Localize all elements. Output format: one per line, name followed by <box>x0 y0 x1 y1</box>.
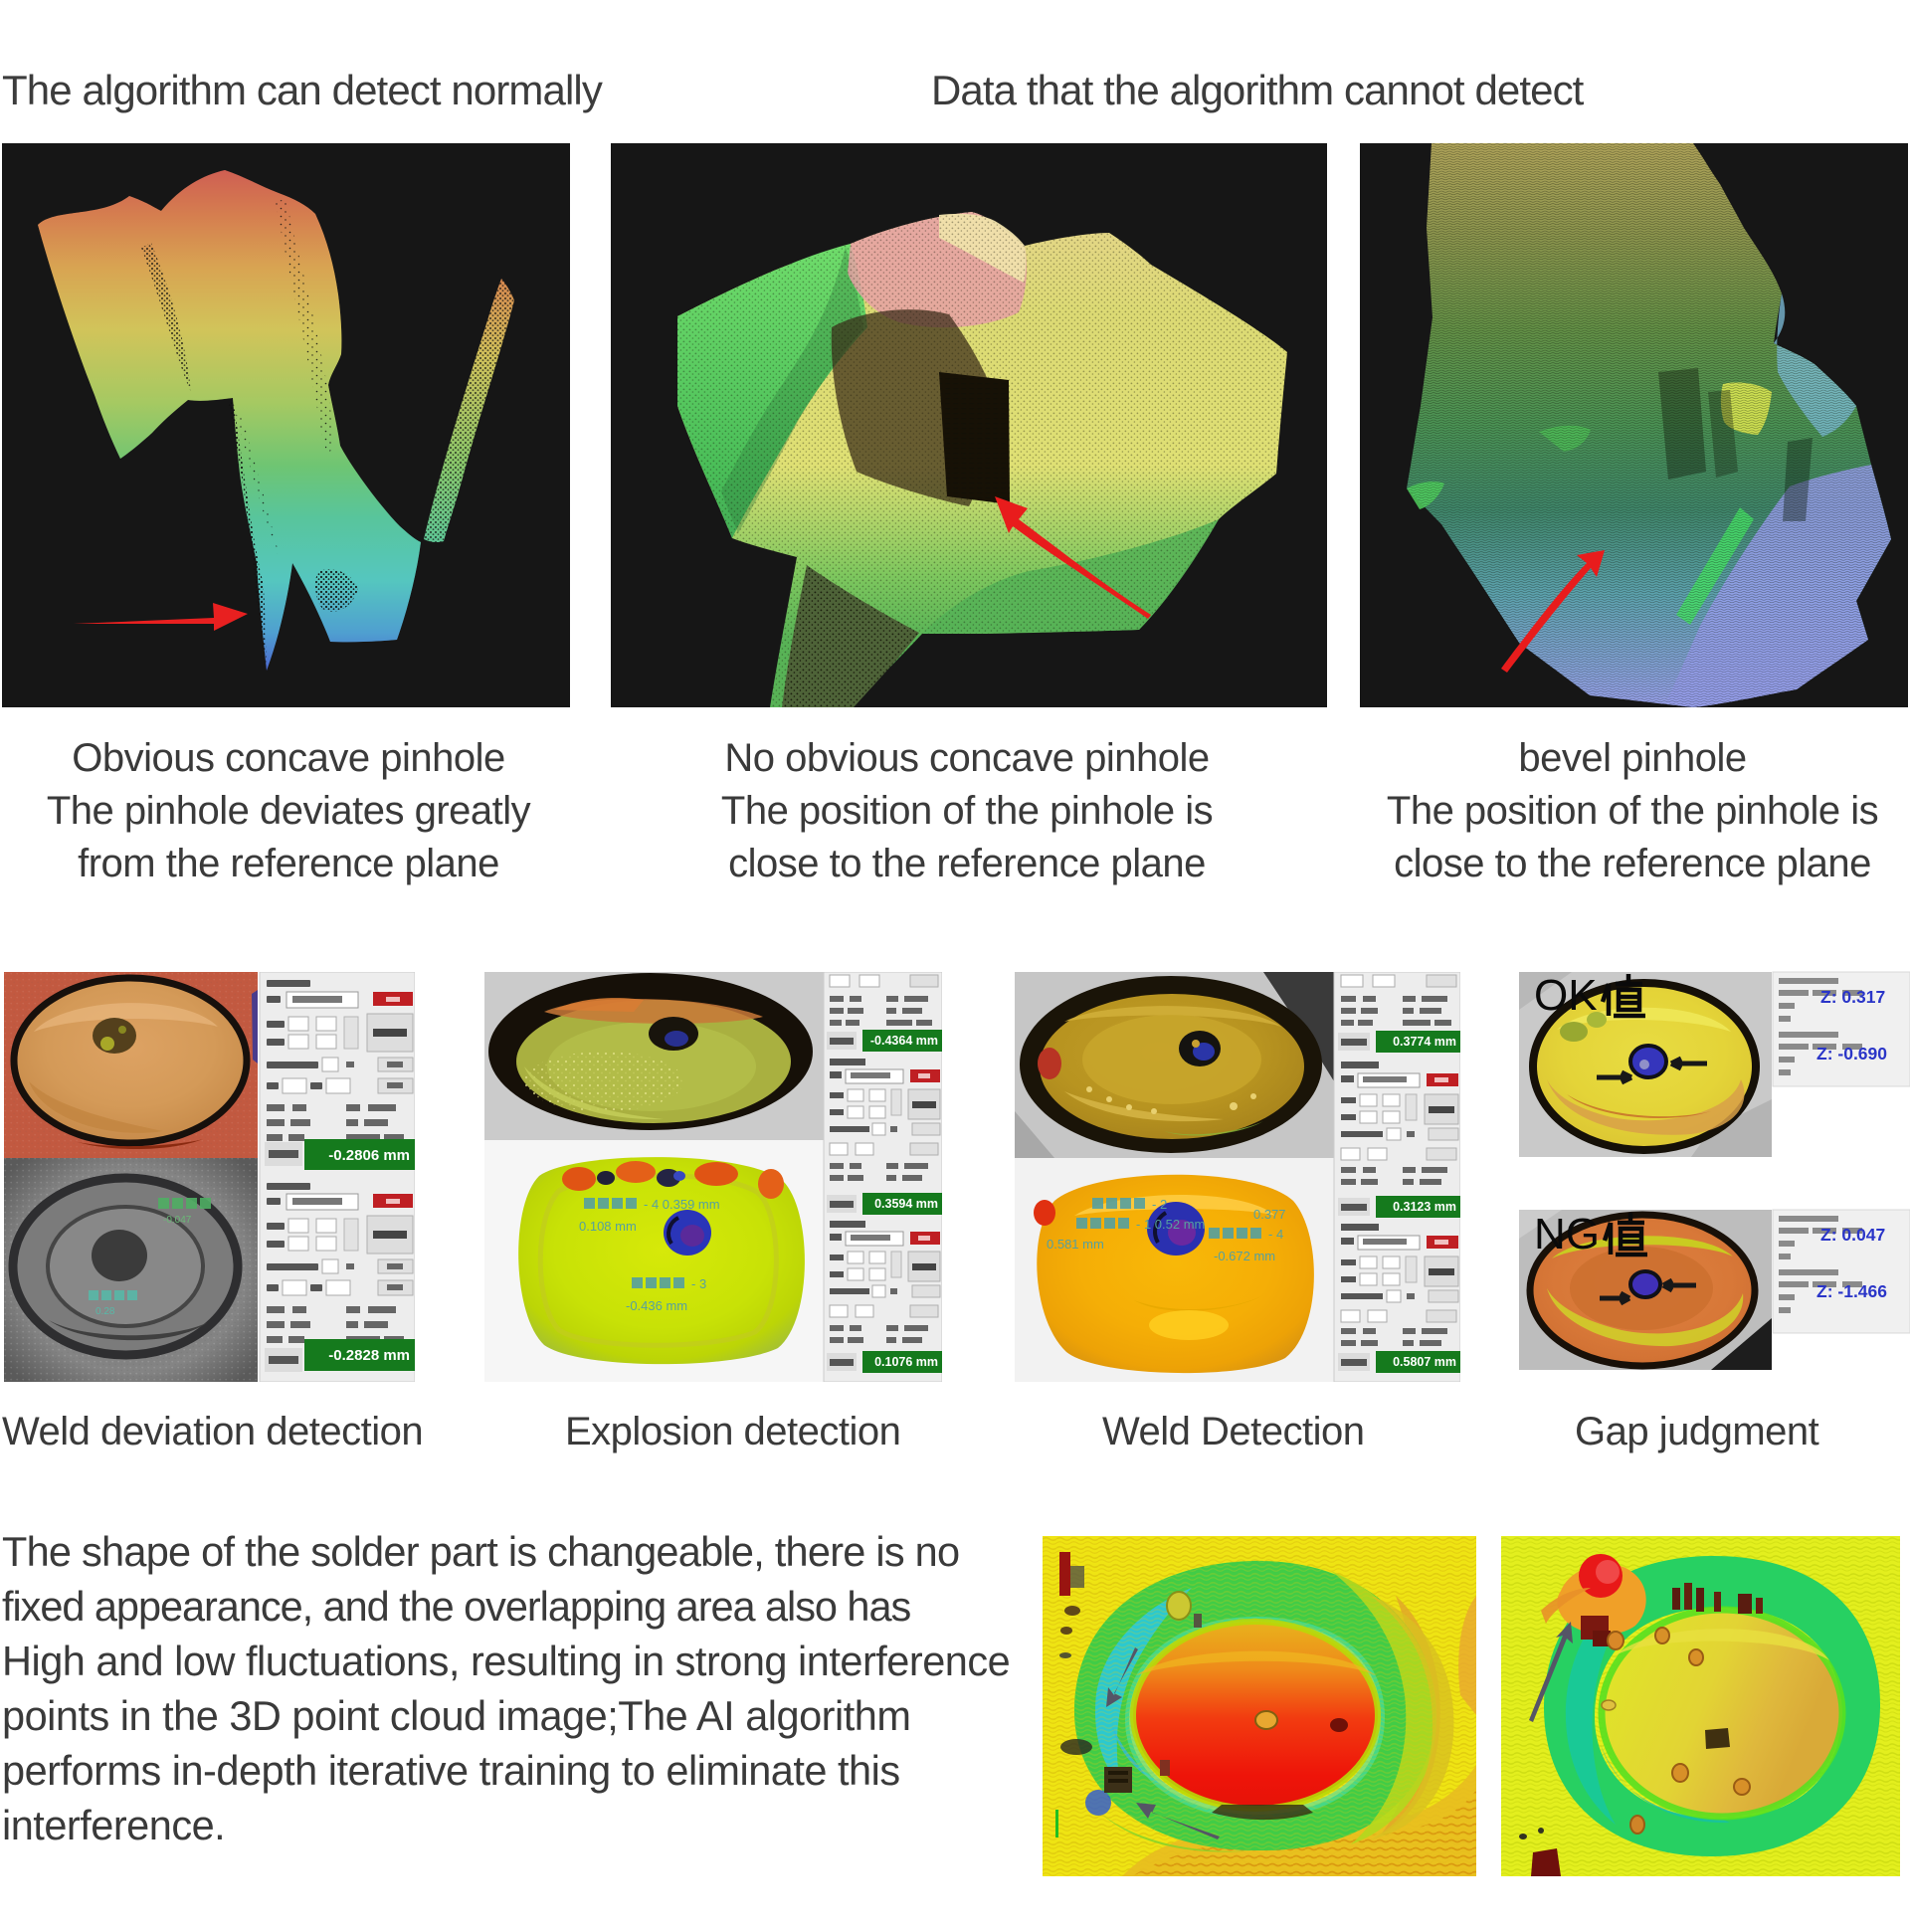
svg-text:- 2: - 2 <box>1152 1197 1167 1212</box>
svg-text:0.28: 0.28 <box>96 1306 115 1317</box>
svg-text:0.5807 mm: 0.5807 mm <box>1393 1355 1456 1369</box>
svg-text:-0.2806 mm: -0.2806 mm <box>328 1147 410 1164</box>
svg-text:0.3774 mm: 0.3774 mm <box>1393 1035 1456 1049</box>
svg-text:- 4 0.359 mm: - 4 0.359 mm <box>644 1197 720 1212</box>
svg-text:NG: NG <box>1534 1210 1600 1258</box>
svg-text:0.108 mm: 0.108 mm <box>579 1219 637 1234</box>
svg-text:Z: -1.466: Z: -1.466 <box>1816 1281 1887 1301</box>
svg-text:0.377: 0.377 <box>1253 1207 1286 1222</box>
svg-text:- 3: - 3 <box>691 1276 706 1291</box>
svg-text:- 4: - 4 <box>1268 1227 1283 1242</box>
svg-text:0.1076 mm: 0.1076 mm <box>874 1355 938 1369</box>
svg-text:Z: 0.047: Z: 0.047 <box>1820 1225 1885 1245</box>
svg-text:0.581 mm: 0.581 mm <box>1047 1237 1104 1252</box>
svg-text:0.3594 mm: 0.3594 mm <box>874 1197 938 1211</box>
svg-text:Z: -0.690: Z: -0.690 <box>1816 1044 1887 1063</box>
svg-text:-0.047: -0.047 <box>163 1215 192 1226</box>
svg-text:Z: 0.317: Z: 0.317 <box>1820 987 1885 1007</box>
svg-text:0.3123 mm: 0.3123 mm <box>1393 1200 1456 1214</box>
svg-text:OK: OK <box>1534 971 1598 1020</box>
svg-text:-0.2828 mm: -0.2828 mm <box>328 1347 410 1364</box>
svg-text:-0.672 mm: -0.672 mm <box>1214 1249 1275 1263</box>
svg-text:-0.436 mm: -0.436 mm <box>626 1298 687 1313</box>
svg-text:-0.4364 mm: -0.4364 mm <box>870 1034 938 1048</box>
svg-text:- 1 0.52 mm: - 1 0.52 mm <box>1136 1217 1205 1232</box>
